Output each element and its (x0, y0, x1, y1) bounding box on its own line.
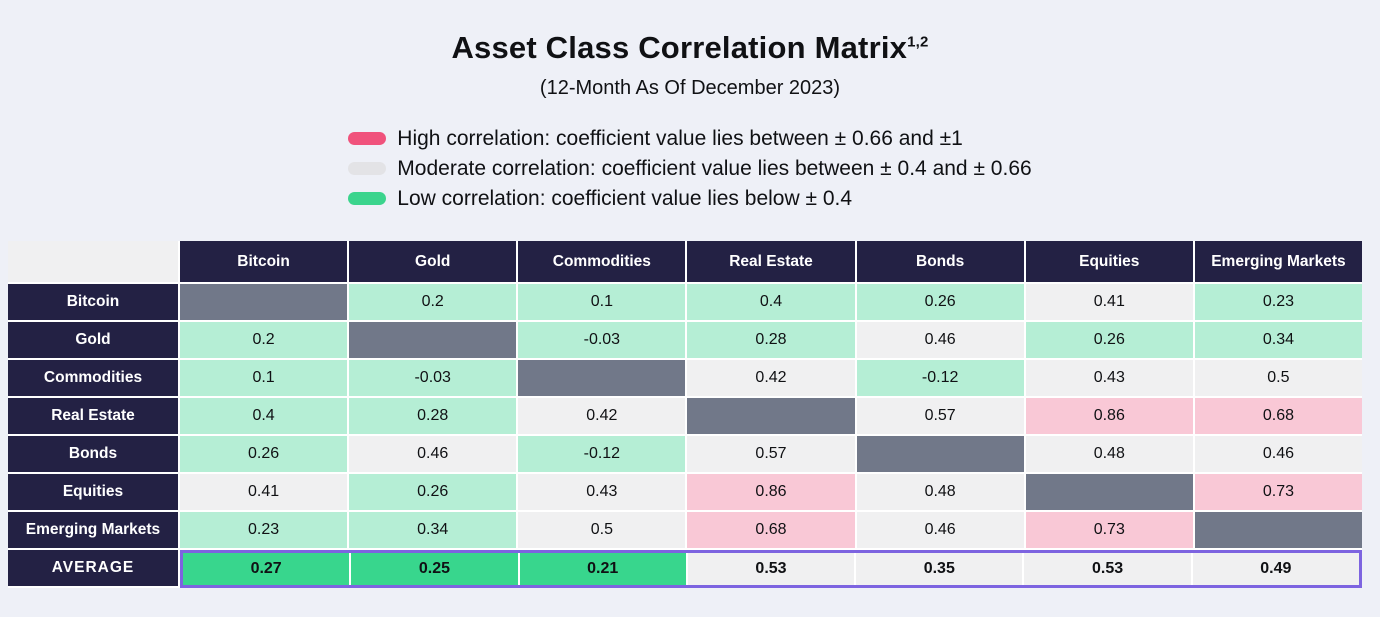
diagonal-cell (856, 436, 1024, 472)
matrix-cell: 0.48 (1025, 436, 1193, 472)
row-header: Equities (8, 474, 178, 510)
average-cell: 0.49 (1192, 553, 1359, 585)
diagonal-cell (1194, 512, 1362, 548)
matrix-cell: 0.42 (518, 398, 686, 434)
matrix-cell: 0.5 (518, 512, 686, 548)
average-row: AVERAGE 0.27 0.25 0.21 0.53 0.35 0.53 0.49 (8, 550, 1362, 588)
legend-label-high: High correlation: coefficient value lies… (397, 127, 963, 150)
average-highlight-box: 0.27 0.25 0.21 0.53 0.35 0.53 0.49 (180, 550, 1362, 588)
diagonal-cell (518, 360, 686, 396)
matrix-cell: 0.34 (349, 512, 517, 548)
legend-label-moderate: Moderate correlation: coefficient value … (397, 157, 1032, 180)
matrix-cell: 0.42 (687, 360, 855, 396)
average-row-header: AVERAGE (8, 550, 178, 586)
diagonal-cell (1025, 474, 1193, 510)
diagonal-cell (349, 322, 517, 358)
matrix-cell: 0.41 (1025, 284, 1193, 320)
diagonal-cell (687, 398, 855, 434)
matrix-cell: -0.12 (856, 360, 1024, 396)
matrix-cell: 0.4 (180, 398, 348, 434)
matrix-cell: 0.43 (1025, 360, 1193, 396)
row-header: Bitcoin (8, 284, 178, 320)
table-row: Equities 0.41 0.26 0.43 0.86 0.48 0.73 (8, 474, 1362, 510)
table-row: Bitcoin 0.2 0.1 0.4 0.26 0.41 0.23 (8, 284, 1362, 320)
matrix-cell: 0.26 (180, 436, 348, 472)
diagonal-cell (180, 284, 348, 320)
matrix-cell: 0.57 (687, 436, 855, 472)
column-header: Gold (349, 241, 517, 282)
matrix-cell: 0.68 (687, 512, 855, 548)
table-row: Emerging Markets 0.23 0.34 0.5 0.68 0.46 0.73 (8, 512, 1362, 548)
matrix-cell: 0.2 (180, 322, 348, 358)
matrix-cell: 0.46 (349, 436, 517, 472)
table-row: Commodities 0.1 -0.03 0.42 -0.12 0.43 0.5 (8, 360, 1362, 396)
matrix-cell: 0.4 (687, 284, 855, 320)
matrix-cell: 0.86 (1025, 398, 1193, 434)
legend-item-high: High correlation: coefficient value lies… (348, 125, 1031, 152)
matrix-cell: 0.23 (1194, 284, 1362, 320)
matrix-cell: 0.26 (856, 284, 1024, 320)
matrix-cell: 0.1 (518, 284, 686, 320)
matrix-cell: 0.57 (856, 398, 1024, 434)
column-header: Equities (1025, 241, 1193, 282)
corner-cell (8, 241, 178, 282)
average-cell: 0.27 (183, 553, 350, 585)
average-cell: 0.53 (687, 553, 855, 585)
matrix-cell: 0.41 (180, 474, 348, 510)
legend: High correlation: coefficient value lies… (348, 125, 1032, 212)
matrix-cell: 0.73 (1025, 512, 1193, 548)
matrix-cell: 0.34 (1194, 322, 1362, 358)
legend-label-low: Low correlation: coefficient value lies … (397, 187, 853, 210)
column-header: Emerging Markets (1194, 241, 1362, 282)
matrix-cell: -0.03 (349, 360, 517, 396)
matrix-cell: 0.23 (180, 512, 348, 548)
column-header: Real Estate (687, 241, 855, 282)
low-correlation-swatch-icon (348, 192, 387, 205)
matrix-cell: 0.48 (856, 474, 1024, 510)
header-row: Bitcoin Gold Commodities Real Estate Bonds Eq… (8, 241, 1362, 282)
column-header: Bonds (856, 241, 1024, 282)
matrix-cell: 0.46 (1194, 436, 1362, 472)
matrix-cell: 0.73 (1194, 474, 1362, 510)
table-row: Real Estate 0.4 0.28 0.42 0.57 0.86 0.68 (8, 398, 1362, 434)
row-header: Bonds (8, 436, 178, 472)
matrix-cell: -0.12 (518, 436, 686, 472)
row-header: Real Estate (8, 398, 178, 434)
page-title: Asset Class Correlation Matrix1,2 (0, 30, 1380, 66)
table-row: Bonds 0.26 0.46 -0.12 0.57 0.48 0.46 (8, 436, 1362, 472)
average-cell: 0.53 (1024, 553, 1191, 585)
average-cell: 0.25 (351, 553, 518, 585)
matrix-cell: 0.5 (1194, 360, 1362, 396)
legend-item-moderate: Moderate correlation: coefficient value … (348, 155, 1032, 182)
matrix-cell: 0.46 (856, 322, 1024, 358)
matrix-cell: 0.46 (856, 512, 1024, 548)
matrix-cell: 0.2 (349, 284, 517, 320)
column-header: Commodities (518, 241, 686, 282)
matrix-cell: -0.03 (518, 322, 686, 358)
page-subtitle: (12-Month As Of December 2023) (539, 77, 841, 99)
average-cell: 0.35 (856, 553, 1023, 585)
column-header: Bitcoin (180, 241, 348, 282)
legend-item-low: Low correlation: coefficient value lies … (348, 185, 1031, 212)
matrix-cell: 0.28 (687, 322, 855, 358)
title-superscript: 1,2 (907, 33, 929, 51)
matrix-cell: 0.26 (349, 474, 517, 510)
average-cell: 0.21 (519, 553, 686, 585)
row-header: Commodities (8, 360, 178, 396)
matrix-cell: 0.86 (687, 474, 855, 510)
matrix-cell: 0.28 (349, 398, 517, 434)
table-row: Gold 0.2 -0.03 0.28 0.46 0.26 0.34 (8, 322, 1362, 358)
correlation-table: Bitcoin Gold Commodities Real Estate Bonds Eq… (8, 241, 1362, 588)
matrix-cell: 0.1 (180, 360, 348, 396)
high-correlation-swatch-icon (348, 132, 387, 145)
matrix-cell: 0.68 (1194, 398, 1362, 434)
row-header: Emerging Markets (8, 512, 178, 548)
matrix-cell: 0.26 (1025, 322, 1193, 358)
moderate-correlation-swatch-icon (348, 162, 387, 175)
row-header: Gold (8, 322, 178, 358)
page-title-text: Asset Class Correlation Matrix (451, 30, 908, 65)
matrix-cell: 0.43 (518, 474, 686, 510)
